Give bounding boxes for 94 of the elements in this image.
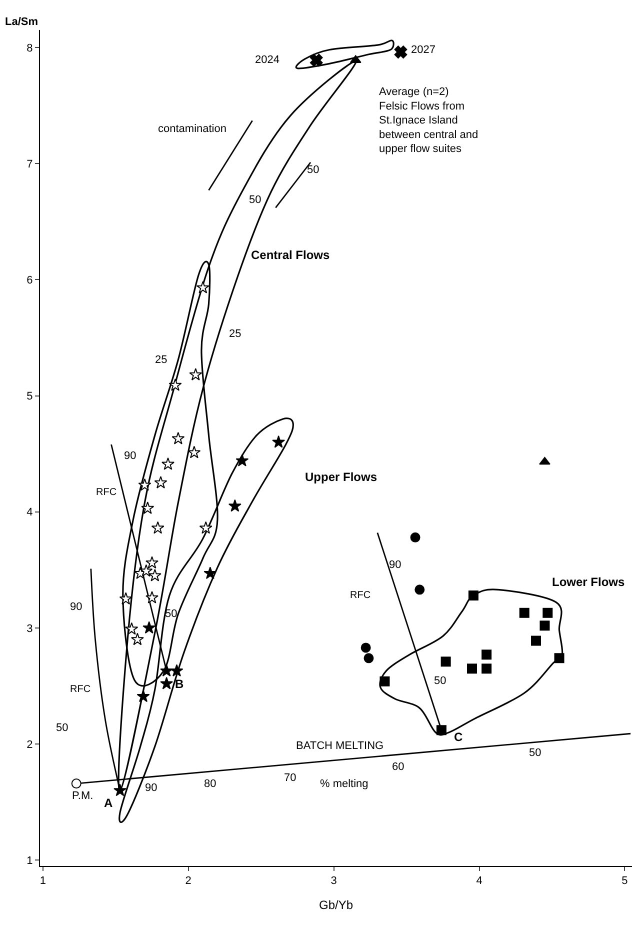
point (130, 632, 144, 646)
annotation: 50 (529, 747, 542, 759)
annotation: 80 (204, 778, 216, 790)
point (414, 584, 425, 595)
annotation: Lower Flows (552, 575, 625, 589)
point (410, 532, 420, 542)
point (140, 564, 153, 577)
point (160, 676, 174, 690)
annotation: P.M. (72, 790, 94, 802)
point (119, 592, 132, 605)
annotation: % melting (320, 778, 368, 790)
point (204, 566, 217, 579)
annotation: A (104, 796, 113, 810)
point (172, 432, 185, 444)
point (482, 664, 492, 674)
x-tick-label: 1 (40, 875, 46, 888)
point (310, 54, 323, 66)
annotation: RFC (350, 590, 371, 601)
annotation: 50 (434, 675, 446, 687)
annotation: 2027 (411, 44, 436, 56)
point (236, 454, 249, 466)
point (540, 620, 550, 631)
point (531, 636, 541, 646)
point (364, 653, 374, 664)
point (436, 725, 446, 736)
annotation: B (175, 677, 184, 691)
point (114, 784, 126, 796)
point (189, 368, 202, 380)
annotation: Upper Flows (305, 470, 378, 484)
point (154, 476, 168, 488)
annotation: 60 (392, 761, 404, 773)
point (228, 499, 242, 512)
point (151, 521, 164, 534)
point (138, 478, 152, 491)
point (519, 608, 530, 618)
y-axis-title: La/Sm (5, 16, 38, 28)
point (71, 778, 82, 789)
point (380, 676, 390, 686)
point (440, 656, 451, 667)
annotation: RFC (96, 487, 117, 498)
annotation: 50 (165, 608, 178, 620)
y-tick-label: 8 (26, 42, 33, 54)
point (199, 521, 212, 534)
annotation: Average (n=2) Felsic Flows from St.Ignace Island between central and upper flow suites (379, 86, 478, 156)
annotation: 90 (145, 782, 158, 794)
annotation: 25 (229, 328, 242, 340)
annotation: contamination (158, 123, 226, 135)
y-tick-label: 5 (26, 390, 33, 403)
annotation: C (454, 730, 463, 744)
annotation: 90 (389, 559, 402, 571)
point (394, 46, 407, 58)
point (146, 556, 158, 569)
point (467, 664, 477, 674)
point (162, 457, 174, 470)
point (482, 650, 492, 660)
point (125, 622, 138, 635)
point (148, 568, 162, 582)
annotation: 2024 (255, 54, 280, 66)
point (170, 664, 184, 677)
annotation: 50 (56, 722, 68, 734)
y-tick-label: 7 (26, 158, 33, 170)
x-tick-label: 2 (185, 875, 192, 888)
point (160, 664, 174, 677)
x-axis-title: Gb/Yb (318, 898, 354, 912)
annotation: 90 (124, 450, 136, 462)
point (360, 642, 371, 653)
x-tick-label: 5 (622, 875, 628, 888)
point (468, 590, 478, 600)
annotation: RFC (70, 684, 91, 695)
y-tick-label: 4 (26, 506, 33, 519)
point (136, 690, 150, 702)
annotation: 25 (155, 354, 168, 366)
annotation: 50 (249, 194, 262, 206)
point (141, 502, 154, 514)
x-tick-label: 4 (476, 875, 482, 888)
y-tick-label: 1 (26, 855, 33, 868)
y-tick-label: 2 (26, 738, 33, 751)
point (188, 446, 201, 458)
annotation: 90 (70, 601, 82, 613)
y-tick-label: 6 (26, 274, 33, 286)
annotation: 50 (307, 164, 320, 176)
y-tick-label: 3 (26, 622, 33, 635)
point (272, 435, 286, 448)
point (196, 280, 210, 294)
annotation: Central Flows (251, 248, 330, 262)
annotation: BATCH MELTING (296, 740, 384, 752)
annotation: 70 (284, 772, 296, 784)
point (542, 608, 553, 618)
x-tick-label: 3 (330, 875, 337, 888)
point (554, 653, 564, 664)
point (146, 590, 158, 604)
point (539, 456, 550, 465)
point (142, 621, 156, 634)
point (168, 378, 182, 391)
